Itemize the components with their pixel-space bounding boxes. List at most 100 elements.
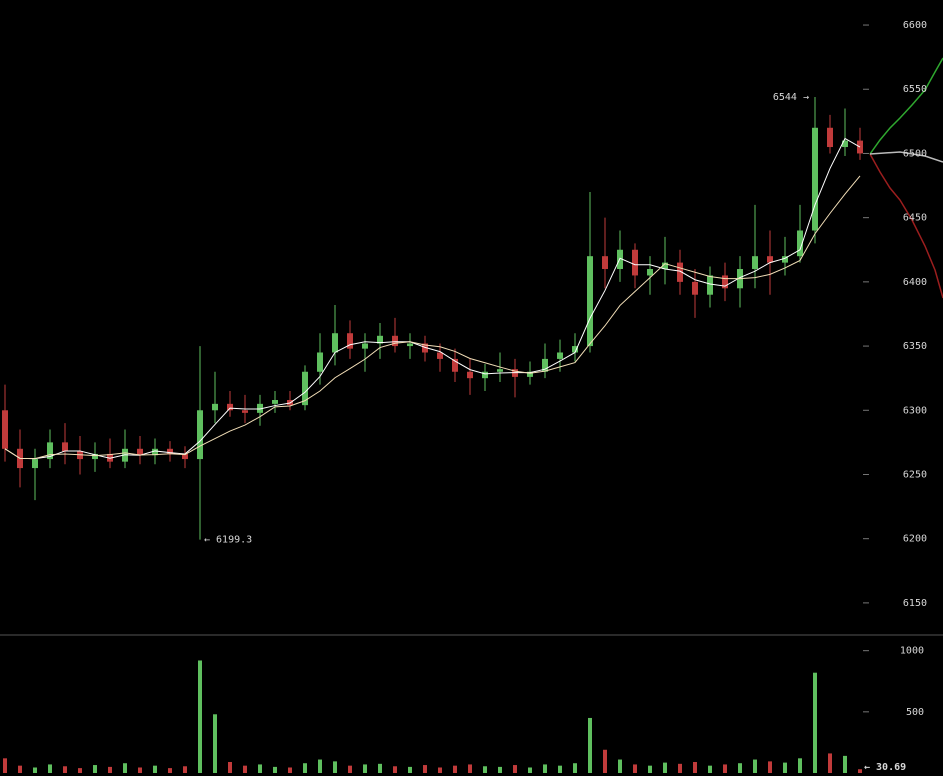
- moving-average: [4, 175, 861, 460]
- volume-bar: [543, 764, 547, 773]
- volume-bar: [363, 764, 367, 773]
- high-annotation: 6544 →: [773, 92, 809, 103]
- candle-body: [497, 369, 503, 372]
- volume-bar: [813, 672, 817, 773]
- volume-bar: [378, 763, 382, 773]
- volume-bar: [588, 717, 592, 773]
- ask-depth: [869, 153, 943, 299]
- candle-body: [317, 352, 323, 372]
- candle-body: [827, 127, 833, 148]
- y-tick-label: 6500: [903, 148, 927, 159]
- candle-body: [212, 403, 218, 411]
- last-volume-annotation: ← 30.69: [864, 762, 906, 773]
- candle-body: [137, 448, 143, 456]
- candle-body: [542, 358, 548, 372]
- volume-bar: [63, 766, 67, 773]
- candle-body: [227, 403, 233, 411]
- volume-bar: [858, 769, 862, 773]
- y-tick-label: 6400: [903, 277, 927, 288]
- volume-bar: [213, 714, 217, 773]
- candle-body: [482, 371, 488, 379]
- volume-bar: [798, 758, 802, 773]
- volume-bar: [273, 766, 277, 773]
- volume-bar: [318, 759, 322, 773]
- candle-body: [557, 352, 563, 359]
- volume-bar: [393, 766, 397, 773]
- candle-body: [2, 410, 8, 449]
- volume-bar: [78, 768, 82, 773]
- volume-bar: [3, 758, 7, 773]
- candle-body: [152, 448, 158, 456]
- volume-bar: [648, 765, 652, 773]
- candle-body: [677, 262, 683, 282]
- volume-bar: [843, 755, 847, 773]
- volume-bar: [303, 763, 307, 773]
- volume-bar: [558, 765, 562, 773]
- volume-tick-label: 500: [906, 707, 924, 718]
- volume-bar: [408, 766, 412, 773]
- volume-bar: [93, 765, 97, 773]
- volume-bar: [123, 763, 127, 773]
- volume-bar: [288, 767, 292, 773]
- volume-bar: [198, 660, 202, 773]
- candle-body: [47, 442, 53, 460]
- volume-bar: [603, 749, 607, 773]
- candle-body: [332, 333, 338, 353]
- candle-body: [92, 453, 98, 460]
- candle-body: [182, 453, 188, 460]
- candle-body: [467, 371, 473, 379]
- volume-bar: [453, 765, 457, 773]
- volume-bar: [333, 761, 337, 773]
- volume-bar: [168, 768, 172, 773]
- volume-bar: [183, 766, 187, 773]
- volume-bar: [18, 765, 22, 773]
- candle-body: [197, 410, 203, 460]
- volume-bar: [618, 759, 622, 773]
- candle-body: [767, 256, 773, 263]
- candle-body: [422, 343, 428, 353]
- volume-bar: [693, 761, 697, 773]
- volume-bar: [513, 765, 517, 773]
- candle-body: [797, 230, 803, 257]
- candle-body: [647, 269, 653, 276]
- candle-body: [812, 127, 818, 231]
- volume-bar: [153, 765, 157, 773]
- volume-bar: [573, 763, 577, 773]
- volume-bar: [768, 761, 772, 773]
- volume-bar: [828, 753, 832, 773]
- volume-bar: [243, 765, 247, 773]
- y-tick-label: 6150: [903, 598, 927, 609]
- volume-bar: [528, 767, 532, 773]
- y-tick-label: 6350: [903, 341, 927, 352]
- volume-bar: [348, 765, 352, 773]
- candle-body: [257, 403, 263, 413]
- volume-bar: [738, 763, 742, 773]
- y-tick-label: 6250: [903, 469, 927, 480]
- volume-bar: [678, 763, 682, 773]
- candle-body: [527, 371, 533, 377]
- candle-body: [62, 442, 68, 452]
- volume-bar: [468, 764, 472, 773]
- volume-tick-label: 1000: [900, 646, 924, 657]
- y-tick-label: 6200: [903, 534, 927, 545]
- y-tick-label: 6550: [903, 84, 927, 95]
- volume-bar: [663, 762, 667, 773]
- y-tick-label: 6450: [903, 213, 927, 224]
- candle-body: [452, 358, 458, 372]
- candle-body: [347, 333, 353, 349]
- candle-body: [302, 371, 308, 406]
- volume-bar: [708, 765, 712, 773]
- candle-body: [692, 281, 698, 295]
- y-tick-label: 6600: [903, 20, 927, 31]
- volume-bar: [783, 762, 787, 773]
- volume-bar: [108, 766, 112, 773]
- volume-bar: [483, 766, 487, 773]
- candle-body: [572, 346, 578, 353]
- candle-body: [362, 343, 368, 349]
- candle-body: [707, 275, 713, 295]
- candle-body: [167, 448, 173, 454]
- candle-body: [632, 249, 638, 276]
- volume-bar: [228, 761, 232, 773]
